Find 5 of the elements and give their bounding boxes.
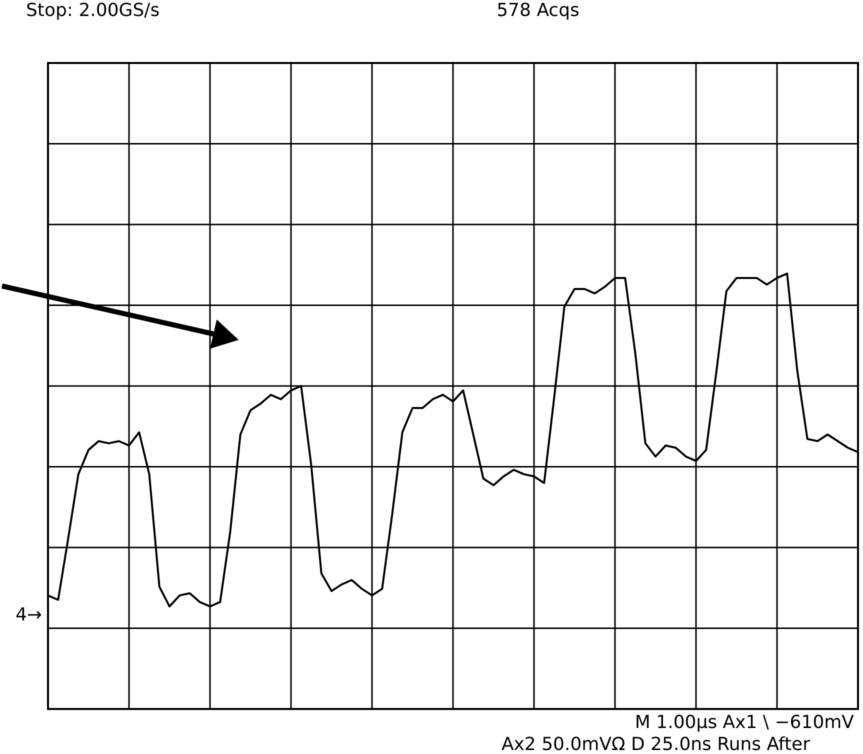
chart-title: Stop: 2.00GS/s <box>26 0 160 21</box>
text: Ax2 50.0mVΩ D 25.0ns Runs After <box>501 734 811 754</box>
text: 4→ <box>15 604 42 626</box>
text: 578 Acqs <box>496 0 580 21</box>
text: M 1.00µs Ax1 \ −610mV <box>634 712 855 733</box>
